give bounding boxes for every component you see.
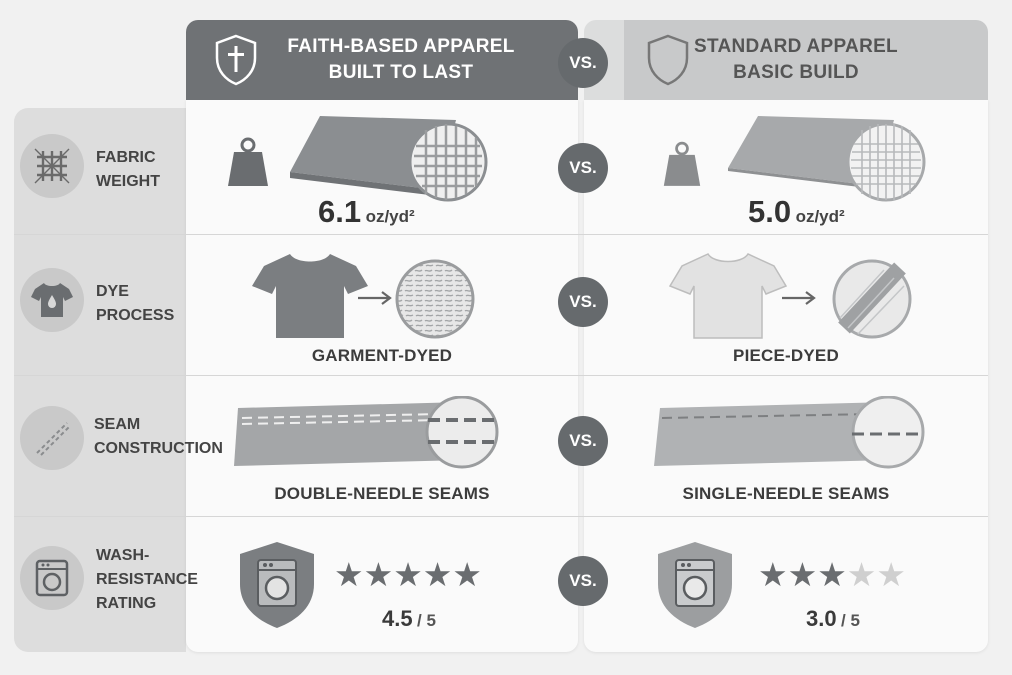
star-filled-icon: ★ — [393, 556, 423, 593]
star-filled-icon: ★ — [452, 556, 482, 593]
dye-process-left: GARMENT-DYED — [311, 346, 453, 365]
weight-icon — [226, 136, 270, 193]
vs-badge: VS. — [558, 143, 608, 193]
star-filled-icon: ★ — [422, 556, 453, 593]
standard-apparel-title: STANDARD APPAREL BASIC BUILD — [694, 36, 898, 83]
row-divider — [14, 516, 988, 517]
row-label-seam-construction: SEAM CONSTRUCTION — [94, 416, 223, 457]
row-divider — [14, 375, 988, 376]
star-rating-right: ★★★★★ — [758, 558, 906, 591]
tshirt-garment-dyed-icon — [250, 250, 370, 345]
star-filled-icon: ★ — [363, 556, 394, 593]
weight-icon — [662, 140, 702, 193]
fabric-texture-magnified — [830, 258, 914, 345]
row-label-wash-resistance: WASH- RESISTANCE RATING — [96, 547, 198, 612]
tshirt-piece-dyed-icon — [668, 250, 788, 345]
standard-apparel-header: STANDARD APPAREL BASIC BUILD — [624, 20, 988, 100]
wash-rating-right: 3.0 / 5 — [806, 606, 860, 631]
row-label-dye-process: DYE PROCESS — [96, 283, 175, 324]
dye-process-right: PIECE-DYED — [733, 346, 839, 365]
star-empty-icon: ★ — [876, 556, 906, 593]
star-filled-icon: ★ — [758, 556, 788, 593]
fabric-weight-right: 5.0 oz/yd² — [748, 194, 845, 229]
single-needle-seam-graphic — [652, 395, 928, 477]
tshirt-dye-icon — [20, 268, 84, 332]
seam-construction-right: SINGLE-NEEDLE SEAMS — [682, 484, 890, 503]
fabric-texture-magnified — [394, 258, 476, 345]
row-label-fabric-weight: FABRIC WEIGHT — [96, 149, 160, 190]
fabric-weight-left: 6.1 oz/yd² — [318, 194, 415, 229]
vs-badge: VS. — [558, 277, 608, 327]
seam-construction-left: DOUBLE-NEEDLE SEAMS — [274, 484, 490, 503]
fabric-swatch-thin — [726, 112, 926, 207]
fabric-weave-icon — [20, 134, 84, 198]
fabric-swatch-thick — [288, 112, 488, 207]
shield-icon — [646, 34, 690, 91]
washing-machine-icon — [20, 546, 84, 610]
star-rating-left: ★★★★★ — [334, 558, 482, 591]
vs-badge-header: VS. — [558, 38, 608, 88]
washing-machine-shield-icon — [654, 540, 736, 635]
arrow-right-icon — [358, 290, 394, 311]
faith-apparel-title: FAITH-BASED APPAREL BUILT TO LAST — [287, 36, 515, 83]
arrow-right-icon — [782, 290, 818, 311]
wash-rating-left: 4.5 / 5 — [382, 606, 436, 631]
star-filled-icon: ★ — [787, 556, 818, 593]
vs-badge: VS. — [558, 416, 608, 466]
row-divider — [14, 234, 988, 235]
washing-machine-shield-icon — [236, 540, 318, 635]
vs-badge: VS. — [558, 556, 608, 606]
star-filled-icon: ★ — [334, 556, 364, 593]
star-empty-icon: ★ — [846, 556, 877, 593]
faith-apparel-header: FAITH-BASED APPAREL BUILT TO LAST — [186, 20, 578, 100]
shield-cross-icon — [214, 34, 258, 91]
seam-icon — [20, 406, 84, 470]
double-needle-seam-graphic — [232, 395, 504, 477]
standard-apparel-panel — [584, 100, 988, 652]
star-filled-icon: ★ — [817, 556, 847, 593]
